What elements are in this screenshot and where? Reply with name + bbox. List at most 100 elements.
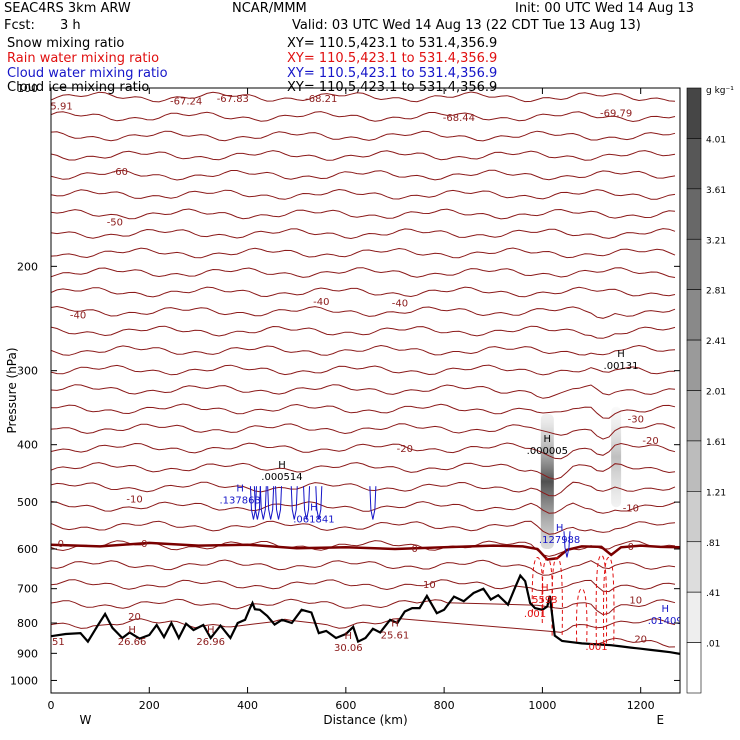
colorbar-label: 1.21 xyxy=(706,488,726,498)
contour-label: -30 xyxy=(628,414,644,425)
x-tick-label: 1200 xyxy=(627,699,655,712)
x-tick-label: 0 xyxy=(48,699,55,712)
fcst-label: Fcst: xyxy=(4,18,35,33)
colorbar-segment xyxy=(686,87,702,139)
isotherm-line xyxy=(51,91,676,103)
contour-label: 0 xyxy=(141,539,147,550)
extremum-value: .001 xyxy=(524,609,546,620)
isotherm-line xyxy=(51,384,676,399)
colorbar-label: 3.21 xyxy=(706,236,726,246)
extremum-mark: H xyxy=(541,583,549,594)
contour-label: -67.24 xyxy=(170,97,202,108)
cloud-water-spike-6 xyxy=(303,486,311,520)
isotherm-line xyxy=(51,130,676,142)
isotherm-line xyxy=(51,169,676,181)
colorbar-segment xyxy=(686,591,702,643)
isotherm-line xyxy=(51,462,676,480)
extremum-mark: H xyxy=(207,625,215,636)
cloud-water-spike-9 xyxy=(563,531,571,558)
colorbar-unit: g kg⁻¹ xyxy=(706,86,734,96)
extremum-mark: H xyxy=(236,483,244,494)
colorbar-label: 2.81 xyxy=(706,287,726,297)
extremum-value: .127988 xyxy=(539,535,580,546)
isotherm-line xyxy=(51,150,676,161)
field-cloudwater-name: Cloud water mixing ratio xyxy=(7,66,168,81)
isotherm-line xyxy=(51,188,676,200)
contour-label: 10 xyxy=(423,580,436,591)
x-axis-label: Distance (km) xyxy=(323,713,407,727)
colorbar-segment xyxy=(686,390,702,442)
plot-area: 65.91 -67.24 -67.83 -68.21 -68.44 -69.79 -60 -5… xyxy=(44,91,683,655)
contour-label: -10 xyxy=(126,494,142,505)
field-cloudwater-xy: XY= 110.5,423.1 to 531.4,356.9 xyxy=(287,66,498,81)
isotherm-line xyxy=(51,325,676,339)
extremum-mark: H xyxy=(345,631,353,642)
cloud-water-spike-3 xyxy=(267,486,275,520)
y-tick-label: 200 xyxy=(17,260,38,273)
colorbar-label: .01 xyxy=(706,640,720,650)
colorbar-segment xyxy=(686,138,702,190)
extremum-mark: H xyxy=(544,434,552,445)
cloud-water-spike-8 xyxy=(369,486,377,520)
contour-label: -20 xyxy=(642,436,658,447)
extremum-value: .137863 xyxy=(220,495,261,506)
y-tick-label: 1000 xyxy=(10,674,38,687)
isotherm-line xyxy=(51,520,676,535)
isotherm-line xyxy=(51,267,676,278)
colorbar-segment xyxy=(686,339,702,391)
contour-label: -67.83 xyxy=(217,94,249,105)
rain-shaft-5 xyxy=(602,556,615,645)
extremum-value: 51 xyxy=(52,637,65,648)
contour-label: -40 xyxy=(70,310,86,321)
extremum-value: 5593 xyxy=(532,595,557,606)
isotherm-line xyxy=(51,111,676,123)
cloud-water-spike-5 xyxy=(290,486,298,520)
extremum-value: 30.06 xyxy=(334,643,363,654)
isotherm-line xyxy=(51,364,676,376)
colorbar-segment xyxy=(686,289,702,341)
isotherm-line xyxy=(51,598,676,616)
contour-label: 65.91 xyxy=(44,101,73,112)
contour-label: -50 xyxy=(107,217,123,228)
isotherm-line xyxy=(51,286,676,298)
y-axis-label: Pressure (hPa) xyxy=(5,347,19,433)
cloud-water-spike-4 xyxy=(275,486,283,520)
isotherm-line xyxy=(51,481,676,497)
y-tick-label: 100 xyxy=(17,82,38,95)
isotherm-line xyxy=(51,228,676,240)
extremum-value: .00131 xyxy=(604,361,639,372)
extremum-mark: H xyxy=(310,503,318,514)
colorbar-label: .41 xyxy=(706,589,720,599)
colorbar-segment xyxy=(686,440,702,492)
contour-label: -69.79 xyxy=(600,109,632,120)
colorbar-segment xyxy=(686,238,702,290)
x-tick-label: 1000 xyxy=(528,699,556,712)
extremum-value: .01409 xyxy=(648,616,683,627)
contour-label: 20 xyxy=(128,612,141,623)
field-rain-name: Rain water mixing ratio xyxy=(7,51,160,66)
extremum-value: .001 xyxy=(585,642,607,653)
colorbar-segment xyxy=(686,541,702,593)
cloud-water-spike-1 xyxy=(253,486,261,520)
isotherm-line xyxy=(51,344,676,356)
colorbar: 4.01 3.61 3.21 2.81 2.41 2.01 1.61 1.21 .81 .41 .0… xyxy=(686,86,734,694)
east-label: E xyxy=(657,713,665,727)
contour-label: 20 xyxy=(634,634,647,645)
freezing-level-line xyxy=(51,541,680,561)
y-tick-label: 600 xyxy=(17,543,38,556)
contour-label: -68.44 xyxy=(443,113,475,124)
extremum-value: .000005 xyxy=(527,446,568,457)
cloud-water-spike-2 xyxy=(259,486,267,520)
y-tick-label: 900 xyxy=(17,647,38,660)
colorbar-label: 1.61 xyxy=(706,438,726,448)
y-tick-label: 800 xyxy=(17,617,38,630)
y-tick-label: 300 xyxy=(17,365,38,378)
isotherm-line xyxy=(51,559,676,576)
colorbar-label: 2.41 xyxy=(706,337,726,347)
y-tick-label: 700 xyxy=(17,583,38,596)
contour-label: -40 xyxy=(392,298,408,309)
extremum-mark: H xyxy=(391,618,399,629)
x-tick-label: 600 xyxy=(335,699,356,712)
